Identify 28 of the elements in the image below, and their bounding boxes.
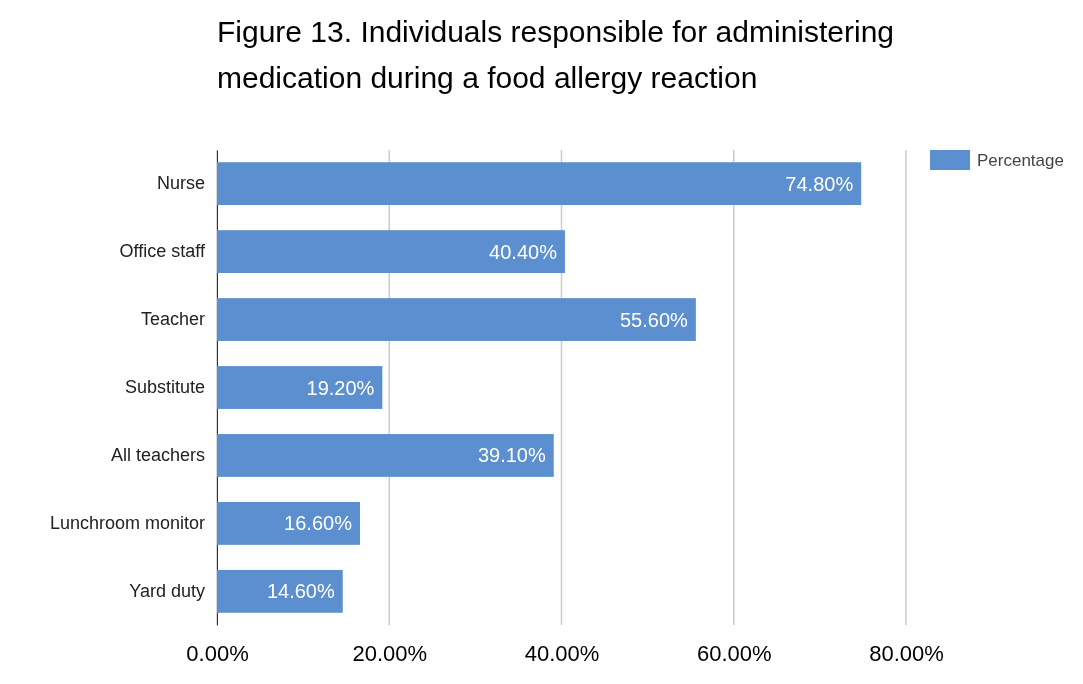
bar	[217, 434, 554, 477]
bar	[217, 569, 343, 613]
data-label: 74.80%	[785, 172, 854, 195]
bar	[217, 366, 383, 409]
x-tick-label: 40.00%	[524, 640, 600, 666]
data-label: 40.40%	[489, 240, 558, 263]
legend-label: Percentage	[977, 150, 1064, 170]
y-tick-label: Yard duty	[129, 581, 205, 602]
data-label: 55.60%	[620, 308, 689, 331]
y-tick-label: Teacher	[140, 309, 205, 330]
x-tick-label: 60.00%	[696, 640, 772, 666]
y-tick-label: Substitute	[124, 377, 205, 398]
y-tick-label: All teachers	[110, 445, 205, 466]
chart-title: Figure 13. Individuals responsible for administering medication during a food allergy reaction	[217, 15, 895, 94]
y-tick-label: Nurse	[156, 173, 205, 194]
bar	[217, 298, 696, 341]
x-tick-label: 80.00%	[869, 640, 944, 666]
x-tick-label: 0.00%	[186, 640, 249, 666]
data-label: 14.60%	[266, 580, 335, 603]
data-label: 19.20%	[306, 376, 375, 399]
data-label: 39.10%	[477, 444, 546, 467]
bar	[217, 502, 360, 545]
bar	[217, 230, 565, 273]
y-tick-label: Office staff	[119, 241, 206, 262]
data-label: 16.60%	[284, 512, 353, 535]
y-tick-label: Lunchroom monitor	[49, 513, 205, 534]
x-tick-label: 20.00%	[352, 640, 428, 666]
bar	[217, 162, 862, 206]
